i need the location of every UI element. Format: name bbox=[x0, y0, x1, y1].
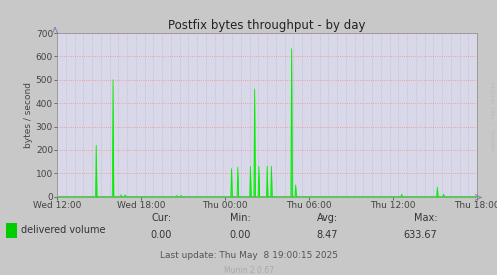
Text: delivered volume: delivered volume bbox=[21, 225, 105, 235]
Text: Min:: Min: bbox=[230, 213, 251, 223]
Text: 633.67: 633.67 bbox=[404, 230, 437, 240]
Text: 0.00: 0.00 bbox=[150, 230, 171, 240]
Title: Postfix bytes throughput - by day: Postfix bytes throughput - by day bbox=[168, 19, 366, 32]
Text: Munin 2.0.67: Munin 2.0.67 bbox=[224, 266, 273, 274]
Y-axis label: bytes / second: bytes / second bbox=[24, 82, 33, 148]
Text: Last update: Thu May  8 19:00:15 2025: Last update: Thu May 8 19:00:15 2025 bbox=[160, 251, 337, 260]
Text: Max:: Max: bbox=[414, 213, 437, 223]
Text: 0.00: 0.00 bbox=[230, 230, 251, 240]
Text: Avg:: Avg: bbox=[317, 213, 338, 223]
Text: RRDTOOL / TOBI OETIKER: RRDTOOL / TOBI OETIKER bbox=[491, 81, 496, 150]
Text: Cur:: Cur: bbox=[152, 213, 171, 223]
Text: 8.47: 8.47 bbox=[317, 230, 338, 240]
